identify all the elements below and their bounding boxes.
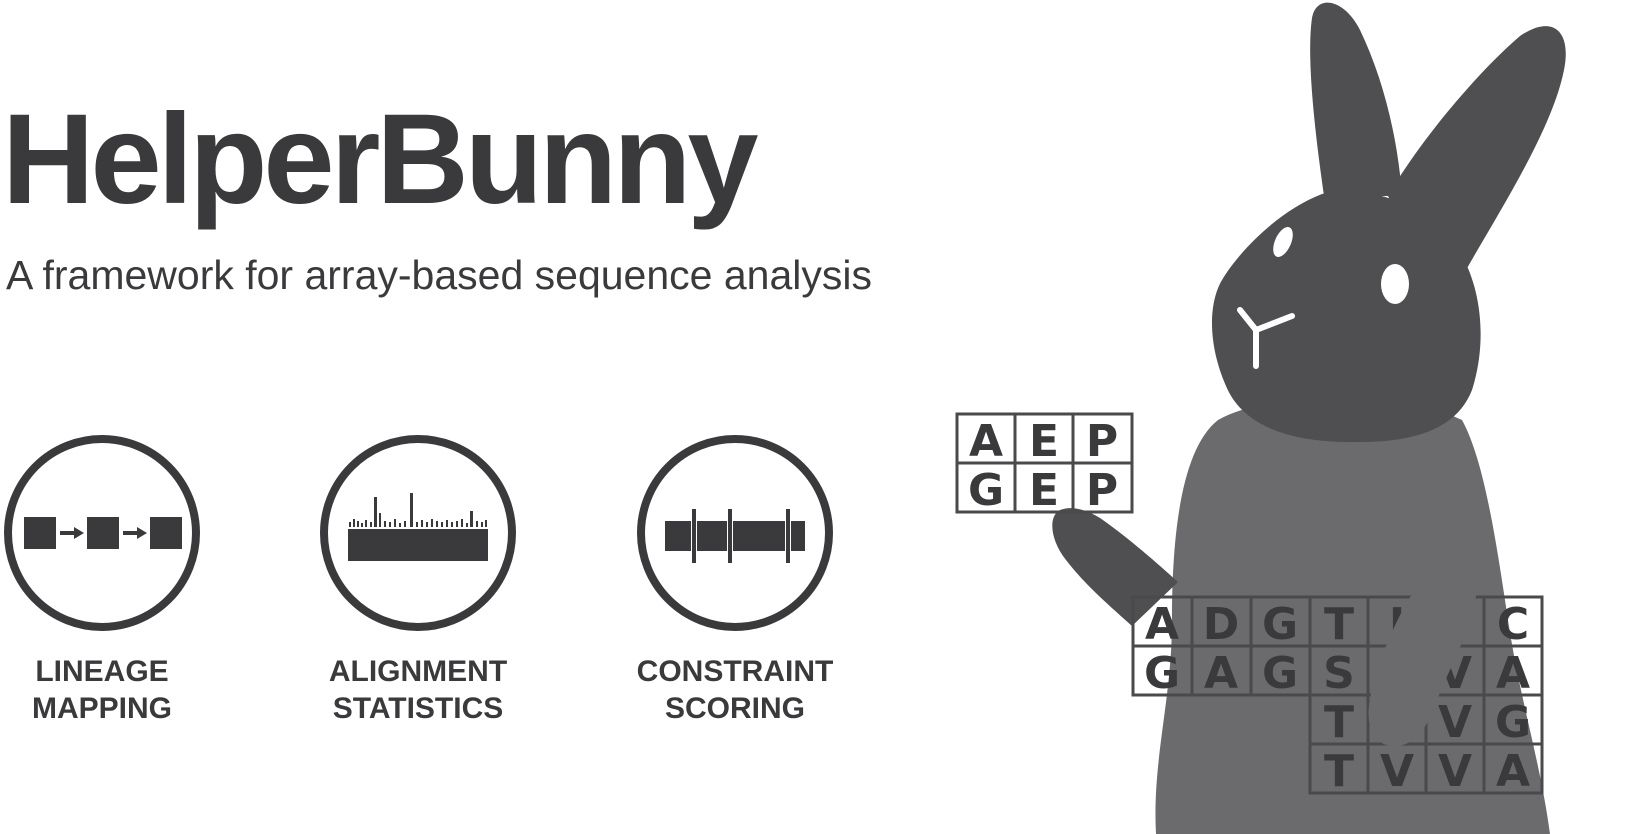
bunny-arm xyxy=(1368,558,1477,747)
grid-cell: E xyxy=(1029,416,1059,467)
grid-cell: T xyxy=(1324,599,1354,650)
bunny-illustration: A E P G E P A D G T I C G A G S V A T V xyxy=(955,2,1566,834)
grid-cell: T xyxy=(1324,746,1354,797)
feature-label-line: ALIGNMENT xyxy=(328,655,508,688)
grid-cell: P xyxy=(1086,465,1118,516)
grid-cell: A xyxy=(1145,599,1179,650)
app-title: HelperBunny xyxy=(2,88,759,231)
alignment-statistics-icon xyxy=(320,435,516,631)
grid-cell: A xyxy=(1496,746,1530,797)
grid-cell: G xyxy=(1144,648,1180,699)
feature-label: LINEAGE MAPPING xyxy=(0,653,207,727)
grid-cell: S xyxy=(1323,648,1355,699)
grid-cell: G xyxy=(1495,697,1531,748)
constraint-scoring-icon xyxy=(637,435,833,631)
feature-label: CONSTRAINT SCORING xyxy=(630,653,840,727)
app-subtitle: A framework for array-based sequence ana… xyxy=(6,252,872,298)
grid-cell: P xyxy=(1086,416,1118,467)
bunny-icon xyxy=(1052,2,1566,834)
grid-cell: D xyxy=(1203,599,1240,650)
feature-label-line: CONSTRAINT xyxy=(636,655,834,688)
small-sequence-grid: A E P G E P xyxy=(955,412,1134,516)
grid-cell: V xyxy=(1438,746,1472,797)
feature-label-line: SCORING xyxy=(664,692,805,725)
grid-cell: E xyxy=(1029,465,1059,516)
large-sequence-grid: A D G T I C G A G S V A T V G T V V A xyxy=(1131,595,1544,797)
feature-constraint-scoring: CONSTRAINT SCORING xyxy=(630,433,840,727)
grid-cell: C xyxy=(1497,599,1529,650)
feature-alignment-statistics: ALIGNMENT STATISTICS xyxy=(313,433,523,727)
grid-cell: T xyxy=(1324,697,1354,748)
feature-label-line: STATISTICS xyxy=(332,692,504,725)
grid-cell: G xyxy=(1262,599,1298,650)
feature-label-line: MAPPING xyxy=(31,692,172,725)
grid-cell: G xyxy=(1262,648,1298,699)
feature-label: ALIGNMENT STATISTICS xyxy=(313,653,523,727)
grid-cell: A xyxy=(1204,648,1238,699)
lineage-mapping-icon xyxy=(4,435,200,631)
feature-lineage-mapping: LINEAGE MAPPING xyxy=(0,433,207,727)
grid-cell: A xyxy=(1496,648,1530,699)
grid-cell: A xyxy=(969,416,1003,467)
grid-cell: V xyxy=(1438,697,1472,748)
grid-cell: V xyxy=(1380,746,1414,797)
grid-cell: G xyxy=(968,465,1004,516)
feature-label-line: LINEAGE xyxy=(35,655,169,688)
